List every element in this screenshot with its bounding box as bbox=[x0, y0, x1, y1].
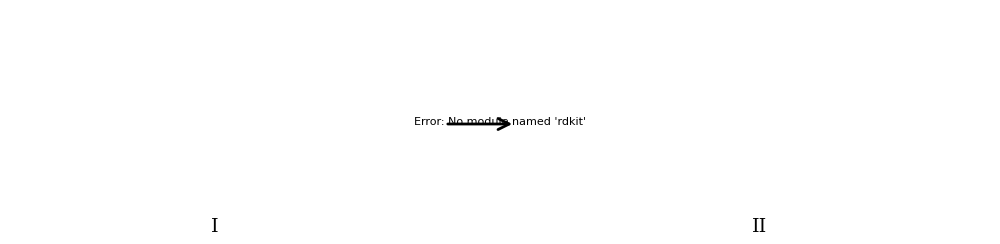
Text: II: II bbox=[752, 218, 768, 236]
Text: I: I bbox=[211, 218, 219, 236]
Text: Error: No module named 'rdkit': Error: No module named 'rdkit' bbox=[414, 117, 586, 127]
